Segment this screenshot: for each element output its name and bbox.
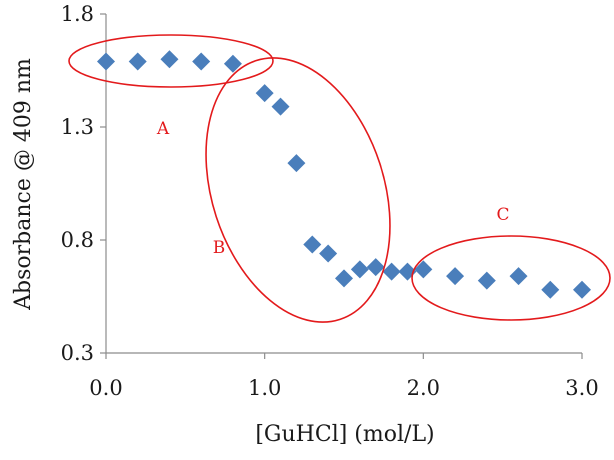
data-point: [223, 54, 242, 73]
x-tick-label: 1.0: [248, 376, 281, 400]
region-a-ellipse: [68, 34, 274, 88]
data-point: [128, 52, 147, 71]
y-tick-label: 1.3: [61, 115, 94, 139]
region-a-label: A: [156, 119, 170, 139]
x-tick-label: 2.0: [407, 376, 440, 400]
y-axis-title: Absorbance @ 409 nm: [11, 58, 36, 311]
axis-ticks: 0.3 0.8 1.3 1.8 0.0 1.0 2.0 3.0: [61, 2, 599, 400]
data-point: [382, 262, 401, 281]
data-point: [287, 154, 306, 173]
x-axis-title: [GuHCl] (mol/L): [255, 422, 434, 447]
data-point: [509, 267, 528, 286]
y-tick-label: 1.8: [61, 2, 94, 26]
data-point: [97, 52, 115, 71]
region-c-ellipse: [411, 235, 611, 321]
data-point: [335, 269, 353, 288]
data-point: [350, 260, 369, 279]
x-tick-label: 3.0: [565, 376, 598, 400]
region-c-label: C: [496, 205, 509, 225]
data-point: [541, 280, 560, 299]
data-point: [366, 258, 385, 277]
x-tick-label: 0.0: [89, 376, 122, 400]
data-point: [446, 267, 465, 286]
data-points: [97, 50, 591, 299]
data-point: [573, 280, 591, 299]
data-point: [477, 271, 496, 290]
data-point: [271, 97, 290, 116]
data-point: [319, 244, 338, 263]
region-b-ellipse: [205, 57, 391, 323]
data-point: [303, 235, 322, 254]
y-tick-label: 0.3: [61, 341, 94, 365]
data-point: [160, 50, 179, 69]
data-point: [192, 52, 211, 71]
region-b-label: B: [213, 238, 226, 258]
data-point: [414, 260, 433, 279]
data-point: [255, 84, 274, 103]
y-tick-label: 0.8: [61, 228, 94, 252]
